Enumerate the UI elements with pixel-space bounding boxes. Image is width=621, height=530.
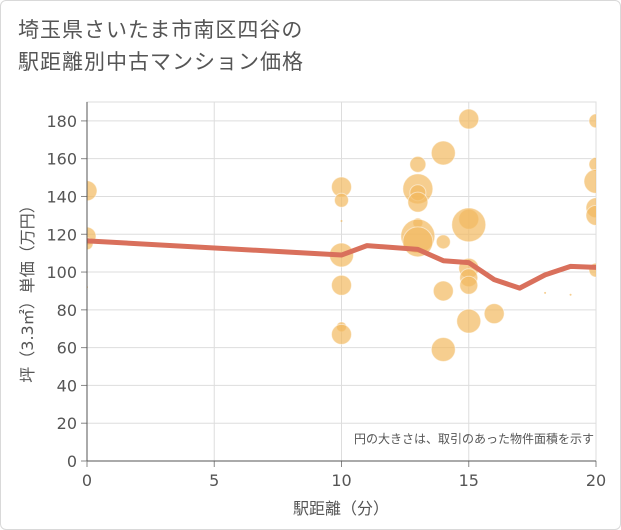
y-tick-label: 120: [46, 225, 77, 244]
average-price-line: [87, 238, 596, 291]
y-axis-label: 坪（3.3㎡）単価（万円）: [18, 197, 37, 382]
y-tick-label: 100: [46, 263, 77, 282]
bubble-point: [585, 204, 596, 226]
bubble-point: [430, 337, 456, 363]
x-tick-label: 15: [459, 471, 479, 490]
bubble-point: [340, 220, 343, 223]
bubble-point: [458, 108, 480, 130]
x-axis-label: 駅距離（分）: [293, 499, 389, 518]
y-tick-label: 80: [57, 301, 77, 320]
bubble-point: [331, 274, 352, 296]
bubble-point: [331, 323, 352, 345]
axes-layer: 0 20 40 60 80 100 120 140 160 180 0 5 10 15 20: [46, 102, 606, 490]
x-tick-label: 20: [586, 471, 606, 490]
title-line-1: 埼玉県さいたま市南区四谷の: [18, 18, 304, 42]
bubble-size-note: 円の大きさは、取引のあった物件面積を示す: [354, 431, 594, 446]
average-line-layer: [87, 238, 596, 291]
y-tick-label: 0: [67, 452, 77, 471]
bubble-point: [459, 275, 479, 295]
bubble-point: [588, 113, 596, 129]
bubble-point: [432, 280, 454, 302]
bubble-point: [456, 308, 482, 334]
bubble-point: [87, 180, 98, 202]
bubbles-layer: [87, 108, 596, 363]
y-tick-label: 40: [57, 376, 77, 395]
x-tick-label: 10: [331, 471, 351, 490]
bubble-point: [451, 207, 487, 243]
x-tick-label: 0: [82, 471, 92, 490]
y-tick-label: 140: [46, 187, 77, 206]
bubble-point: [483, 303, 505, 325]
y-tick-label: 60: [57, 339, 77, 358]
chart-title: 埼玉県さいたま市南区四谷の 駅距離別中古マンション価格: [18, 14, 304, 78]
x-tick-label: 5: [209, 471, 219, 490]
bubble-point: [407, 191, 429, 213]
bubble-point: [435, 234, 451, 250]
y-tick-label: 160: [46, 150, 77, 169]
bubble-point: [544, 291, 547, 294]
bubble-point: [588, 156, 596, 172]
bubble-point: [430, 140, 456, 166]
bubble-point: [334, 192, 349, 208]
bubble-point: [409, 155, 427, 173]
title-line-2: 駅距離別中古マンション価格: [18, 50, 304, 74]
bubble-point: [569, 293, 572, 296]
y-tick-label: 180: [46, 112, 77, 131]
y-tick-label: 20: [57, 414, 77, 433]
bubble-point: [583, 168, 596, 194]
